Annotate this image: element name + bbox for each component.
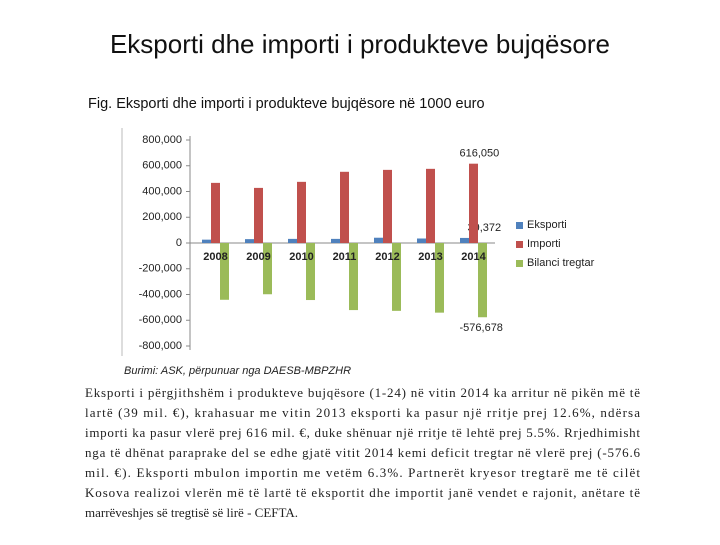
bar	[263, 243, 272, 295]
legend-swatch	[516, 222, 523, 229]
bar	[392, 243, 401, 311]
y-tick-label: 400,000	[142, 185, 182, 197]
bar	[306, 243, 315, 301]
bar	[435, 243, 444, 313]
x-tick-label: 2012	[375, 251, 399, 263]
paragraph-line: lartë (39 mil. €), krahasuar me vitin 20…	[85, 405, 640, 420]
y-tick-label: -800,000	[139, 340, 182, 352]
legend-swatch	[516, 241, 523, 248]
chart-title: Fig. Eksporti dhe importi i produkteve b…	[88, 96, 485, 112]
bar	[331, 238, 340, 243]
bar	[374, 237, 383, 243]
y-tick-label: 200,000	[142, 211, 182, 223]
y-tick-label: 0	[176, 237, 182, 249]
y-tick-label: -600,000	[139, 314, 182, 326]
x-tick-label: 2010	[289, 251, 313, 263]
x-tick-label: 2011	[333, 251, 357, 263]
x-tick-label: 2014	[461, 251, 486, 263]
legend-label: Importi	[527, 238, 561, 250]
bar	[340, 171, 349, 243]
bar	[202, 239, 211, 243]
bar	[383, 169, 392, 243]
data-label: -576,678	[460, 322, 503, 334]
bar	[220, 243, 229, 300]
bar	[245, 239, 254, 243]
x-tick-label: 2008	[203, 251, 227, 263]
slide-title: Eksporti dhe importi i produkteve bujqës…	[110, 29, 610, 59]
bar	[478, 243, 487, 318]
paragraph-line: Kosova realizoi vlerën më të lartë të ek…	[85, 485, 640, 500]
source: Burimi: ASK, përpunuar nga DAESB-MBPZHR	[124, 365, 351, 377]
y-tick-label: -400,000	[139, 288, 182, 300]
y-tick-label: 600,000	[142, 160, 182, 172]
x-tick-label: 2009	[246, 251, 270, 263]
bar	[211, 182, 220, 243]
bar	[297, 181, 306, 243]
legend-swatch	[516, 260, 523, 267]
y-tick-label: -200,000	[139, 263, 182, 275]
y-tick-label: 800,000	[142, 134, 182, 146]
data-label: 616,050	[460, 148, 500, 160]
paragraph-line: marrëveshjes së tregtisë së lirë - CEFTA…	[85, 505, 298, 520]
legend-label: Eksporti	[527, 219, 567, 231]
bar	[349, 243, 358, 311]
bar	[460, 237, 469, 243]
bar	[288, 238, 297, 243]
paragraph-line: mil. €). Eksporti mbulon importin me vet…	[85, 465, 640, 480]
x-tick-label: 2013	[418, 251, 442, 263]
bar	[426, 168, 435, 243]
bar	[469, 163, 478, 243]
paragraph-line: nga të dhënat paraprake del se edhe gjat…	[85, 445, 641, 460]
paragraph-line: importi ka pasur vlerë prej 616 mil. €, …	[85, 425, 640, 440]
paragraph-line: Eksporti i përgjithshëm i produkteve buj…	[85, 385, 640, 400]
bar	[254, 187, 263, 243]
bar	[417, 238, 426, 243]
legend-label: Bilanci tregtar	[527, 257, 595, 269]
